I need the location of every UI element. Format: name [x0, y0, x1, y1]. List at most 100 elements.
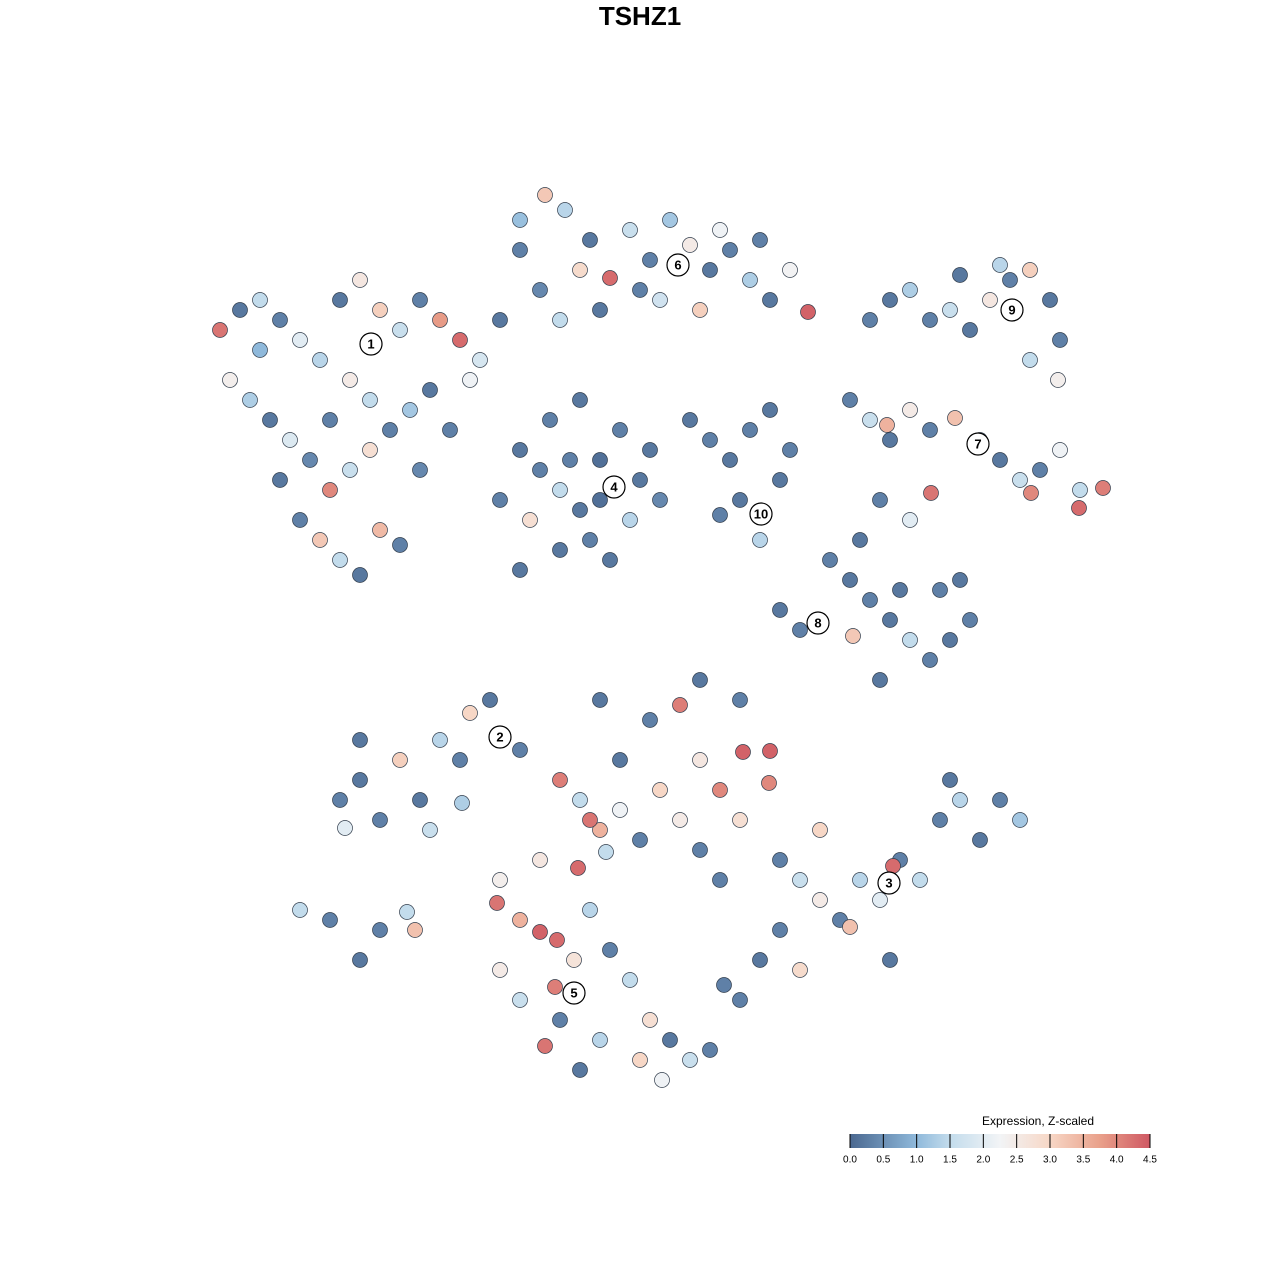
point: [772, 602, 788, 618]
point: [752, 952, 768, 968]
point: [682, 1052, 698, 1068]
point: [800, 304, 816, 320]
point: [1052, 442, 1068, 458]
point: [312, 532, 328, 548]
point: [923, 485, 939, 501]
point: [862, 412, 878, 428]
point: [552, 772, 568, 788]
point: [372, 302, 388, 318]
point: [654, 1072, 670, 1088]
point: [962, 322, 978, 338]
point: [879, 417, 895, 433]
point: [792, 872, 808, 888]
point: [292, 902, 308, 918]
point: [592, 822, 608, 838]
point: [682, 412, 698, 428]
point: [552, 1012, 568, 1028]
point: [432, 312, 448, 328]
point: [632, 282, 648, 298]
point: [792, 622, 808, 638]
point: [489, 895, 505, 911]
point: [912, 872, 928, 888]
point: [652, 492, 668, 508]
point: [632, 1052, 648, 1068]
point: [662, 212, 678, 228]
point: [732, 692, 748, 708]
point: [761, 775, 777, 791]
point: [472, 352, 488, 368]
point: [772, 472, 788, 488]
point: [872, 892, 888, 908]
point: [222, 372, 238, 388]
point: [412, 462, 428, 478]
point: [632, 472, 648, 488]
point: [932, 812, 948, 828]
point: [642, 712, 658, 728]
point: [612, 752, 628, 768]
cluster-label: 7: [974, 436, 981, 451]
colorbar-tick-label: 1.0: [910, 1155, 924, 1166]
point: [1022, 262, 1038, 278]
point: [742, 422, 758, 438]
colorbar-tick-label: 3.0: [1043, 1155, 1057, 1166]
point: [572, 262, 588, 278]
point: [572, 1062, 588, 1078]
point: [492, 962, 508, 978]
point: [762, 402, 778, 418]
point: [942, 632, 958, 648]
point: [722, 242, 738, 258]
point: [862, 592, 878, 608]
point: [452, 332, 468, 348]
point: [412, 792, 428, 808]
point: [352, 272, 368, 288]
cluster-label: 9: [1008, 302, 1015, 317]
point: [872, 672, 888, 688]
point: [592, 302, 608, 318]
point: [1023, 485, 1039, 501]
point: [572, 792, 588, 808]
point: [642, 252, 658, 268]
point: [562, 452, 578, 468]
point: [362, 392, 378, 408]
point: [742, 272, 758, 288]
point: [902, 632, 918, 648]
point: [992, 257, 1008, 273]
point: [592, 1032, 608, 1048]
point: [332, 792, 348, 808]
point: [532, 462, 548, 478]
point: [1032, 462, 1048, 478]
point: [592, 492, 608, 508]
point: [392, 322, 408, 338]
point: [352, 567, 368, 583]
point: [482, 692, 498, 708]
point: [412, 292, 428, 308]
point: [752, 532, 768, 548]
point: [382, 422, 398, 438]
cluster-label: 1: [367, 336, 374, 351]
point: [512, 912, 528, 928]
point: [812, 892, 828, 908]
point: [582, 532, 598, 548]
point: [612, 802, 628, 818]
point: [712, 222, 728, 238]
point: [732, 812, 748, 828]
point: [712, 507, 728, 523]
point: [852, 872, 868, 888]
point: [947, 410, 963, 426]
point: [632, 832, 648, 848]
point: [932, 582, 948, 598]
point: [598, 844, 614, 860]
point: [652, 782, 668, 798]
point: [312, 352, 328, 368]
point: [642, 1012, 658, 1028]
point: [692, 842, 708, 858]
point: [812, 822, 828, 838]
point: [852, 532, 868, 548]
point: [722, 452, 738, 468]
cluster-label: 10: [754, 506, 768, 521]
point: [662, 1032, 678, 1048]
colorbar-tick-label: 0.5: [876, 1155, 890, 1166]
point: [372, 922, 388, 938]
colorbar-tick-label: 1.5: [943, 1155, 957, 1166]
point: [642, 442, 658, 458]
